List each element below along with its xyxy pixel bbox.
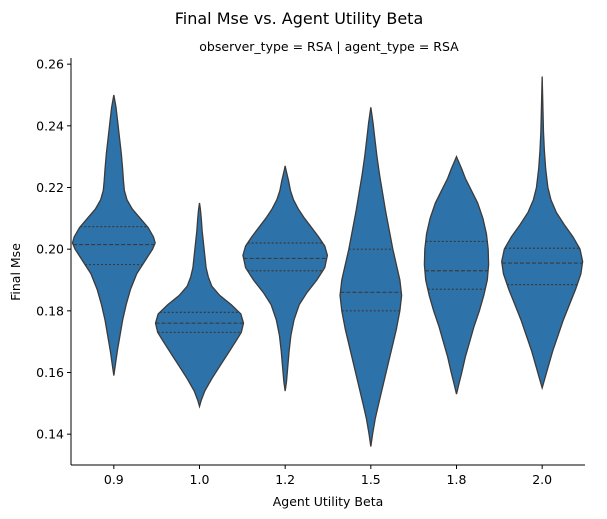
- violin-1.8: [423, 155, 490, 395]
- y-tick-label-0.20: 0.20: [36, 242, 64, 257]
- violin-1.5: [339, 107, 403, 447]
- violin-1.2: [242, 165, 329, 392]
- x-tick-label-1.8: 1.8: [447, 472, 467, 487]
- axes-layer: 0.14 0.16 0.18 0.20 0.22 0.24 0.26 0.9 1.0 1.2 1.5…: [36, 57, 585, 487]
- violin-1.0: [154, 202, 245, 409]
- chart-title: Final Mse vs. Agent Utility Beta: [175, 9, 424, 28]
- facet-subtitle: observer_type = RSA | agent_type = RSA: [199, 39, 459, 54]
- x-tick-label-2.0: 2.0: [532, 472, 552, 487]
- violin-0.9: [71, 94, 156, 376]
- x-tick-label-1.0: 1.0: [190, 472, 210, 487]
- y-tick-label-0.16: 0.16: [36, 365, 64, 380]
- violins-layer: [71, 76, 584, 447]
- violin-2.0: [501, 76, 584, 391]
- x-tick-label-0.9: 0.9: [104, 472, 124, 487]
- x-axis-label: Agent Utility Beta: [273, 494, 384, 509]
- y-tick-label-0.24: 0.24: [36, 118, 64, 133]
- y-tick-label-0.22: 0.22: [36, 180, 64, 195]
- y-tick-label-0.14: 0.14: [36, 427, 64, 442]
- y-tick-label-0.26: 0.26: [36, 57, 64, 72]
- y-tick-label-0.18: 0.18: [36, 303, 64, 318]
- x-tick-label-1.5: 1.5: [361, 472, 381, 487]
- x-tick-label-1.2: 1.2: [275, 472, 295, 487]
- y-axis-label: Final Mse: [8, 243, 23, 301]
